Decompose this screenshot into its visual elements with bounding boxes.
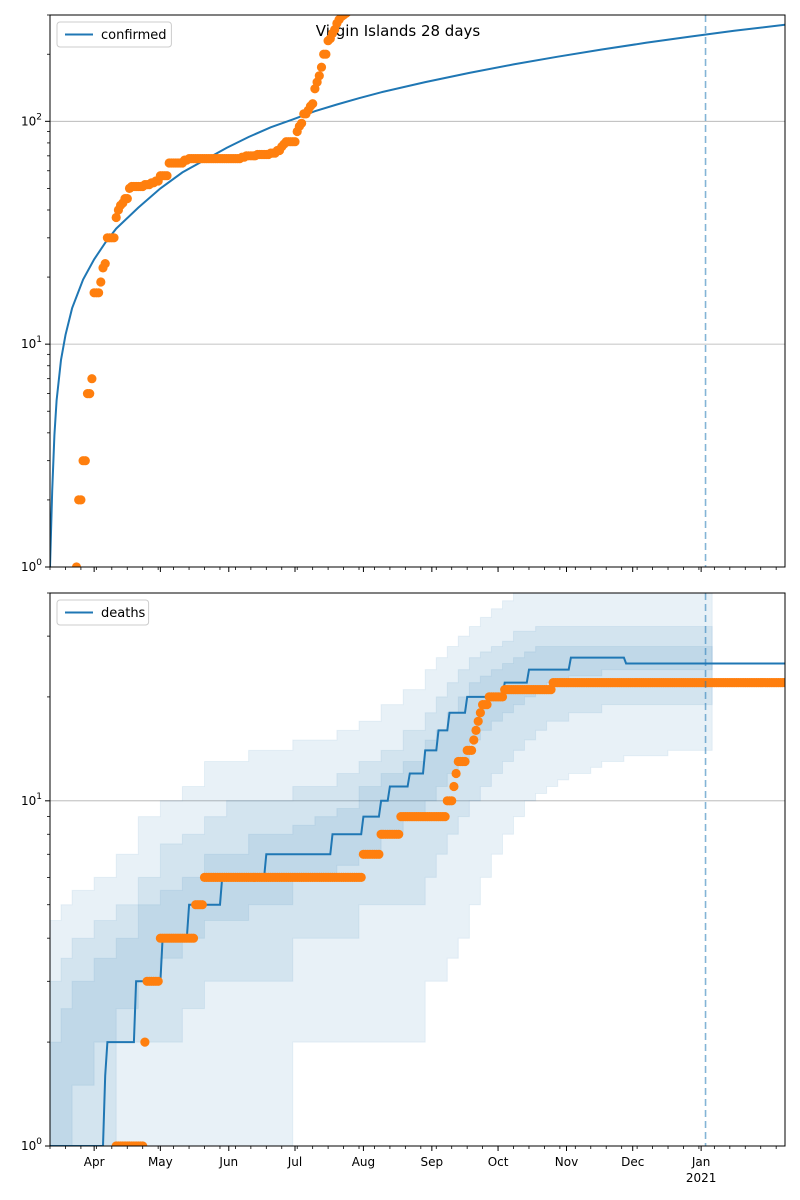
observed-point <box>469 735 479 745</box>
observed-point <box>94 288 104 298</box>
legend: confirmed <box>56 21 172 48</box>
observed-point <box>394 829 404 839</box>
model-line <box>50 23 785 567</box>
observed-point <box>109 233 119 243</box>
observed-point <box>96 277 106 287</box>
observed-point <box>374 849 384 859</box>
observed-point <box>449 781 459 792</box>
observed-point <box>440 812 450 822</box>
observed-point <box>80 456 90 466</box>
observed-point <box>111 212 121 223</box>
observed-point <box>780 678 785 688</box>
axes-frame <box>49 14 786 568</box>
observed-point <box>475 708 485 718</box>
x-tick-label: Aug <box>352 1155 375 1169</box>
observed-point <box>188 933 199 943</box>
y-tick-label: 100 <box>21 1137 42 1153</box>
confirmed-panel: 100 101 102 confirmed <box>21 4 786 574</box>
observed-point <box>308 99 318 109</box>
y-tick-label: 101 <box>21 335 42 351</box>
observed-point <box>71 562 82 567</box>
x-tick-label: Dec <box>621 1155 644 1169</box>
observed-point <box>316 62 327 72</box>
observed-point <box>87 374 97 384</box>
observed-point <box>497 692 508 702</box>
observed-point <box>197 900 207 910</box>
observed-point <box>314 71 324 81</box>
y-tick-label: 102 <box>21 112 42 128</box>
observed-point <box>138 1141 148 1146</box>
observed-point <box>85 389 95 399</box>
y-tick-label: 101 <box>21 792 42 808</box>
x-tick-label: Jun <box>218 1155 238 1169</box>
axes-frame <box>49 592 786 1147</box>
observed-point <box>346 6 355 15</box>
legend: deaths <box>56 599 150 626</box>
x-tick-label: Jan <box>691 1155 711 1169</box>
x-tick-label: Jul <box>287 1155 302 1169</box>
observed-point <box>451 768 461 779</box>
observed-point <box>153 976 163 986</box>
observed-point <box>140 1037 150 1047</box>
x-year-label: 2021 <box>686 1171 717 1185</box>
observed-point <box>348 4 357 13</box>
legend-label: deaths <box>101 606 146 621</box>
observed-point <box>100 259 110 269</box>
uncertainty-band-outer <box>50 593 713 1146</box>
legend-box <box>56 21 172 48</box>
legend-label: confirmed <box>101 28 167 43</box>
observed-point <box>471 725 481 736</box>
observed-point <box>321 49 331 59</box>
x-tick-label: Nov <box>555 1155 578 1169</box>
observed-point <box>341 15 351 18</box>
observed-point <box>76 495 86 505</box>
x-axis: Apr May Jun Jul Aug Sep Oct Nov Dec Jan 2021 <box>84 1155 717 1185</box>
deaths-panel: 100 101 deaths <box>21 592 786 1153</box>
model-line <box>50 656 785 1146</box>
y-tick-label: 100 <box>21 558 42 574</box>
x-tick-label: Oct <box>488 1155 509 1169</box>
observed-point <box>356 872 366 883</box>
observed-point <box>290 137 300 147</box>
observed-point <box>460 756 470 767</box>
uncertainty-band-middle <box>50 626 713 1146</box>
observed-point <box>122 194 132 204</box>
observed-point <box>447 796 457 806</box>
observed-point <box>162 171 172 181</box>
x-tick-label: Sep <box>421 1155 444 1169</box>
observed-point <box>546 685 556 695</box>
x-tick-label: Apr <box>84 1155 105 1169</box>
chart-title: Virgin Islands 28 days <box>316 22 481 40</box>
legend-box <box>56 599 150 626</box>
x-tick-label: May <box>148 1155 173 1169</box>
observed-point <box>482 700 492 710</box>
observed-point <box>467 745 477 756</box>
observed-point <box>297 118 307 128</box>
observed-point <box>473 716 483 726</box>
